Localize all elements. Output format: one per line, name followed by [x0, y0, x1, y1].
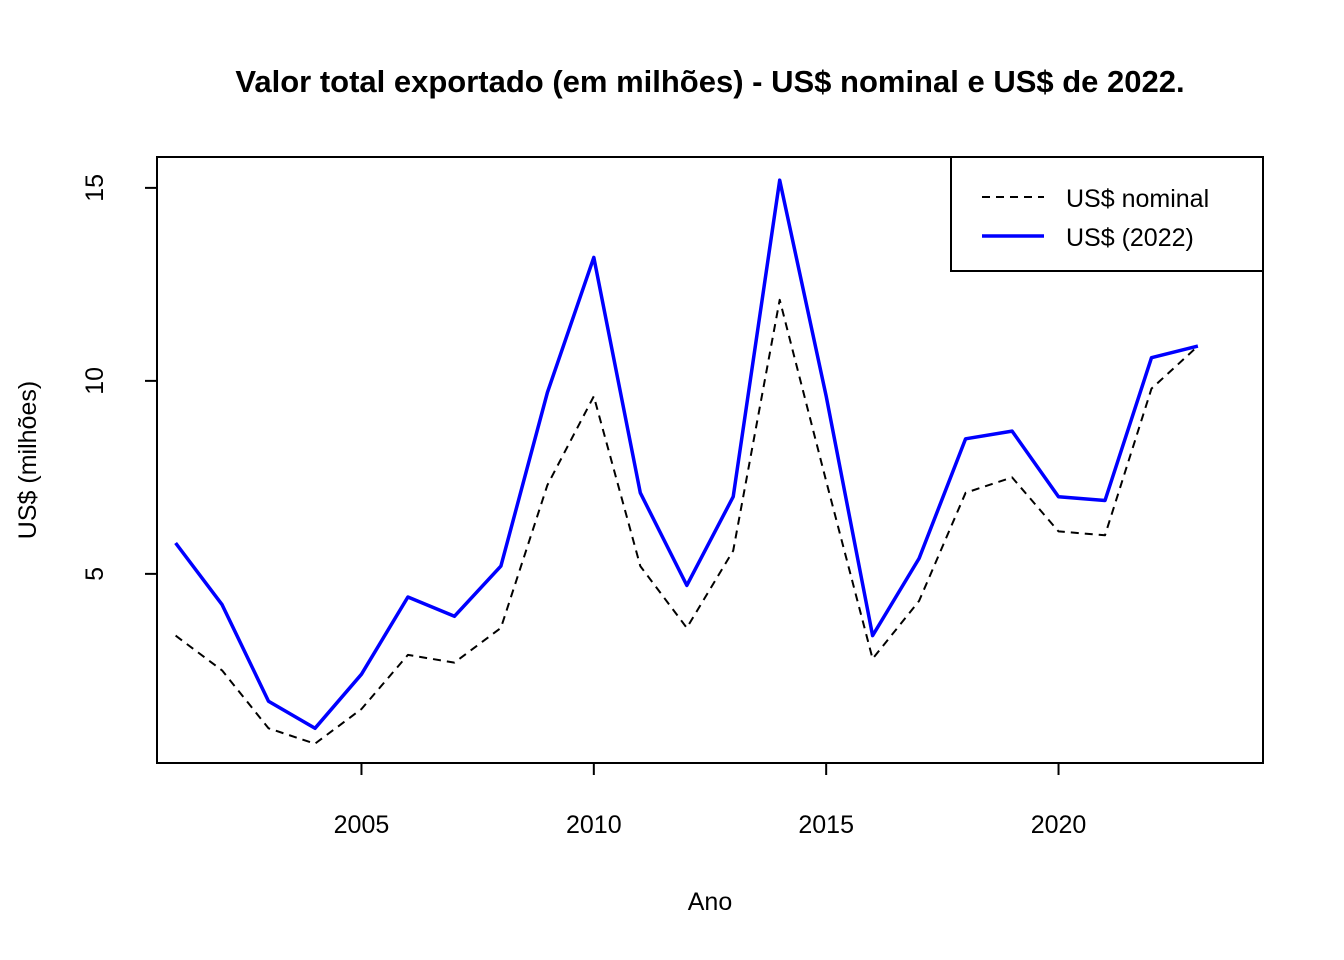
y-tick-label: 15 [81, 174, 109, 202]
y-tick-label: 5 [81, 567, 109, 581]
x-tick-label: 2015 [798, 811, 854, 839]
legend: US$ nominal US$ (2022) [950, 156, 1264, 272]
x-tick-label: 2005 [334, 811, 390, 839]
series-layer [174, 178, 1199, 745]
legend-label-2022: US$ (2022) [1066, 224, 1194, 252]
series-line-2022 [174, 178, 1199, 731]
series-line-nominal [175, 298, 1199, 745]
x-tick-label: 2010 [566, 811, 622, 839]
legend-label-nominal: US$ nominal [1066, 185, 1209, 213]
y-axis: 5 10 15 [81, 174, 158, 581]
x-axis: 2005 2010 2015 2020 [334, 762, 1087, 839]
x-tick-label: 2020 [1031, 811, 1087, 839]
y-axis-label: US$ (milhões) [14, 381, 42, 539]
legend-box [950, 156, 1264, 272]
chart-title: Valor total exportado (em milhões) - US$… [235, 64, 1184, 99]
x-axis-label: Ano [688, 888, 732, 916]
y-tick-label: 10 [81, 367, 109, 395]
